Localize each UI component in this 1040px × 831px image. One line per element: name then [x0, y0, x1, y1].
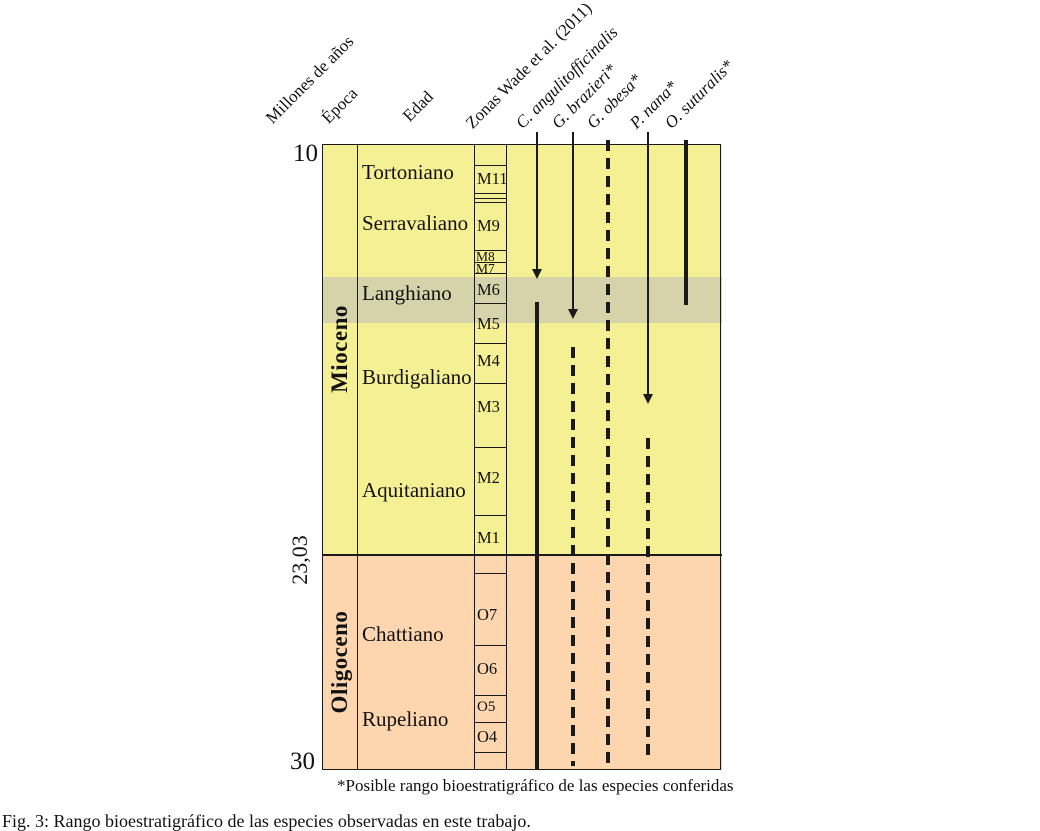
oligocene-band — [322, 555, 722, 770]
age-label-langhiano: Langhiano — [362, 281, 452, 305]
zone-label-m8: M8 — [476, 249, 495, 264]
age-column-header: Edad — [398, 87, 437, 126]
zone-label-o4: O4 — [477, 727, 498, 746]
tick-23-03ma: 23,03 — [287, 535, 312, 585]
range-line-o-suturalis — [683, 140, 689, 305]
chart-border — [322, 144, 721, 770]
zone-divider — [474, 262, 507, 264]
epoch-age-divider — [357, 144, 359, 770]
leader-line-p-nana — [647, 132, 649, 395]
zone-divider — [474, 303, 507, 305]
zone-label-o7: O7 — [477, 605, 498, 624]
arrow-down-icon — [643, 394, 653, 404]
langhiano-highlight-band — [322, 277, 722, 323]
age-label-rupeliano: Rupeliano — [362, 707, 449, 731]
tick-30ma: 30 — [290, 748, 315, 775]
zones-column-right-border — [506, 144, 508, 770]
age-label-tortoniano: Tortoniano — [362, 160, 454, 184]
tick-10ma: 10 — [293, 140, 318, 167]
zone-label-m4: M4 — [477, 351, 500, 370]
arrow-down-icon — [532, 269, 542, 279]
zone-divider — [474, 193, 507, 195]
age-label-burdigaliano: Burdigaliano — [362, 365, 472, 389]
zone-label-m1: M1 — [477, 528, 500, 547]
zone-label-o5: O5 — [477, 699, 496, 715]
zone-divider — [474, 645, 507, 647]
figure-caption: Fig. 3: Rango bioestratigráfico de las e… — [2, 811, 531, 831]
zone-label-m6: M6 — [477, 280, 500, 299]
age-label-aquitaniano: Aquitaniano — [362, 478, 466, 502]
zone-divider — [474, 250, 507, 252]
zone-label-m5: M5 — [477, 314, 500, 333]
range-line-p-nana — [645, 438, 651, 759]
leader-line-c-angulitofficinalis — [536, 132, 538, 270]
zone-label-o6: O6 — [477, 659, 498, 678]
zone-divider — [474, 273, 507, 275]
zone-divider — [474, 573, 507, 575]
zone-divider — [474, 695, 507, 697]
zones-column-left-border — [474, 144, 476, 770]
epoch-column-header: Época — [317, 83, 362, 128]
arrow-down-icon — [568, 309, 578, 319]
zone-divider — [474, 722, 507, 724]
zone-label-m2: M2 — [477, 468, 500, 487]
zone-label-m7: M7 — [476, 261, 495, 276]
footnote: *Posible rango bioestratigráfico de las … — [337, 776, 734, 795]
zone-divider — [474, 343, 507, 345]
zone-divider — [474, 202, 507, 204]
age-label-serravaliano: Serravaliano — [362, 211, 469, 235]
zone-divider — [474, 165, 507, 167]
range-line-c-angulitofficinalis — [534, 302, 540, 770]
zone-divider — [474, 383, 507, 385]
miocene-oligocene-boundary — [322, 553, 722, 556]
miocene-band — [322, 144, 722, 555]
zone-divider — [474, 752, 507, 754]
zone-label-m9: M9 — [477, 216, 500, 235]
age-label-chattiano: Chattiano — [362, 622, 444, 646]
zone-divider — [474, 447, 507, 449]
zone-label-m11: M11 — [477, 169, 508, 188]
range-line-g-brazieri — [570, 347, 576, 766]
range-line-g-obesa — [605, 140, 611, 764]
leader-line-g-brazieri — [572, 132, 574, 310]
zone-divider — [474, 515, 507, 517]
zone-divider — [474, 197, 507, 199]
zone-label-m3: M3 — [477, 397, 500, 416]
